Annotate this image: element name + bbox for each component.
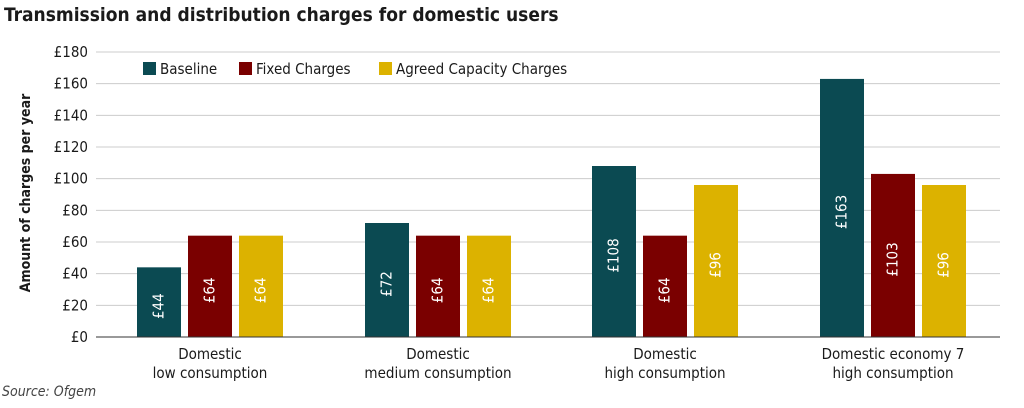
y-tick-label: £0 xyxy=(71,328,88,346)
bar xyxy=(365,223,409,337)
bar-data-label: £103 xyxy=(884,242,902,276)
bar xyxy=(137,267,181,337)
bar xyxy=(643,235,687,337)
bars: £44 £64 £64 £72 £64 £64 £108 £64 £96 £163 £103 £96 xyxy=(137,78,966,338)
x-tick-label: high consumption xyxy=(604,364,725,382)
bar-data-label: £44 xyxy=(150,293,168,319)
x-tick-label: Domestic economy 7 xyxy=(822,345,965,363)
x-tick-label: Domestic xyxy=(178,345,242,363)
y-tick-label: £20 xyxy=(62,296,88,314)
bar-data-label: £64 xyxy=(480,277,498,303)
y-tick-label: £140 xyxy=(54,106,88,124)
bar-data-label: £64 xyxy=(429,277,447,303)
bar-data-label: £108 xyxy=(605,238,623,272)
chart-title: Transmission and distribution charges fo… xyxy=(4,4,559,26)
legend-label: Agreed Capacity Charges xyxy=(396,60,567,78)
y-tick-label: £180 xyxy=(54,43,88,61)
bar xyxy=(871,173,915,337)
legend-swatch xyxy=(143,62,156,75)
y-tick-label: £100 xyxy=(54,170,88,188)
bar xyxy=(922,185,966,337)
y-tick-label: £160 xyxy=(54,75,88,93)
legend-swatch xyxy=(379,62,392,75)
bar-data-label: £72 xyxy=(378,271,396,297)
bar-data-label: £64 xyxy=(252,277,270,303)
legend-label: Fixed Charges xyxy=(256,60,351,78)
y-tick-label: £40 xyxy=(62,265,88,283)
bar xyxy=(188,235,232,337)
bar xyxy=(592,166,636,337)
legend: Baseline Fixed Charges Agreed Capacity Cha… xyxy=(143,60,567,78)
bar-data-label: £96 xyxy=(935,252,953,278)
bar-data-label: £163 xyxy=(833,195,851,229)
legend-label: Baseline xyxy=(160,60,217,78)
legend-swatch xyxy=(239,62,252,75)
bar xyxy=(694,185,738,337)
bar-data-label: £64 xyxy=(656,277,674,303)
source-note: Source: Ofgem xyxy=(2,384,97,400)
y-tick-label: £120 xyxy=(54,138,88,156)
bar xyxy=(467,235,511,337)
y-tick-label: £60 xyxy=(62,233,88,251)
x-tick-label: medium consumption xyxy=(364,364,511,382)
bar xyxy=(416,235,460,337)
bar xyxy=(820,78,864,338)
x-tick-label: high consumption xyxy=(832,364,953,382)
y-tick-label: £80 xyxy=(62,201,88,219)
y-axis-label: Amount of charges per year xyxy=(18,93,34,292)
x-tick-label: Domestic xyxy=(406,345,470,363)
x-tick-label: low consumption xyxy=(153,364,268,382)
bar-data-label: £96 xyxy=(707,252,725,278)
y-axis-ticks: £0 £20 £40 £60 £80 £100 £120 £140 £160 £180 xyxy=(54,43,88,346)
x-tick-label: Domestic xyxy=(633,345,697,363)
bar xyxy=(239,235,283,337)
bar-data-label: £64 xyxy=(201,277,219,303)
